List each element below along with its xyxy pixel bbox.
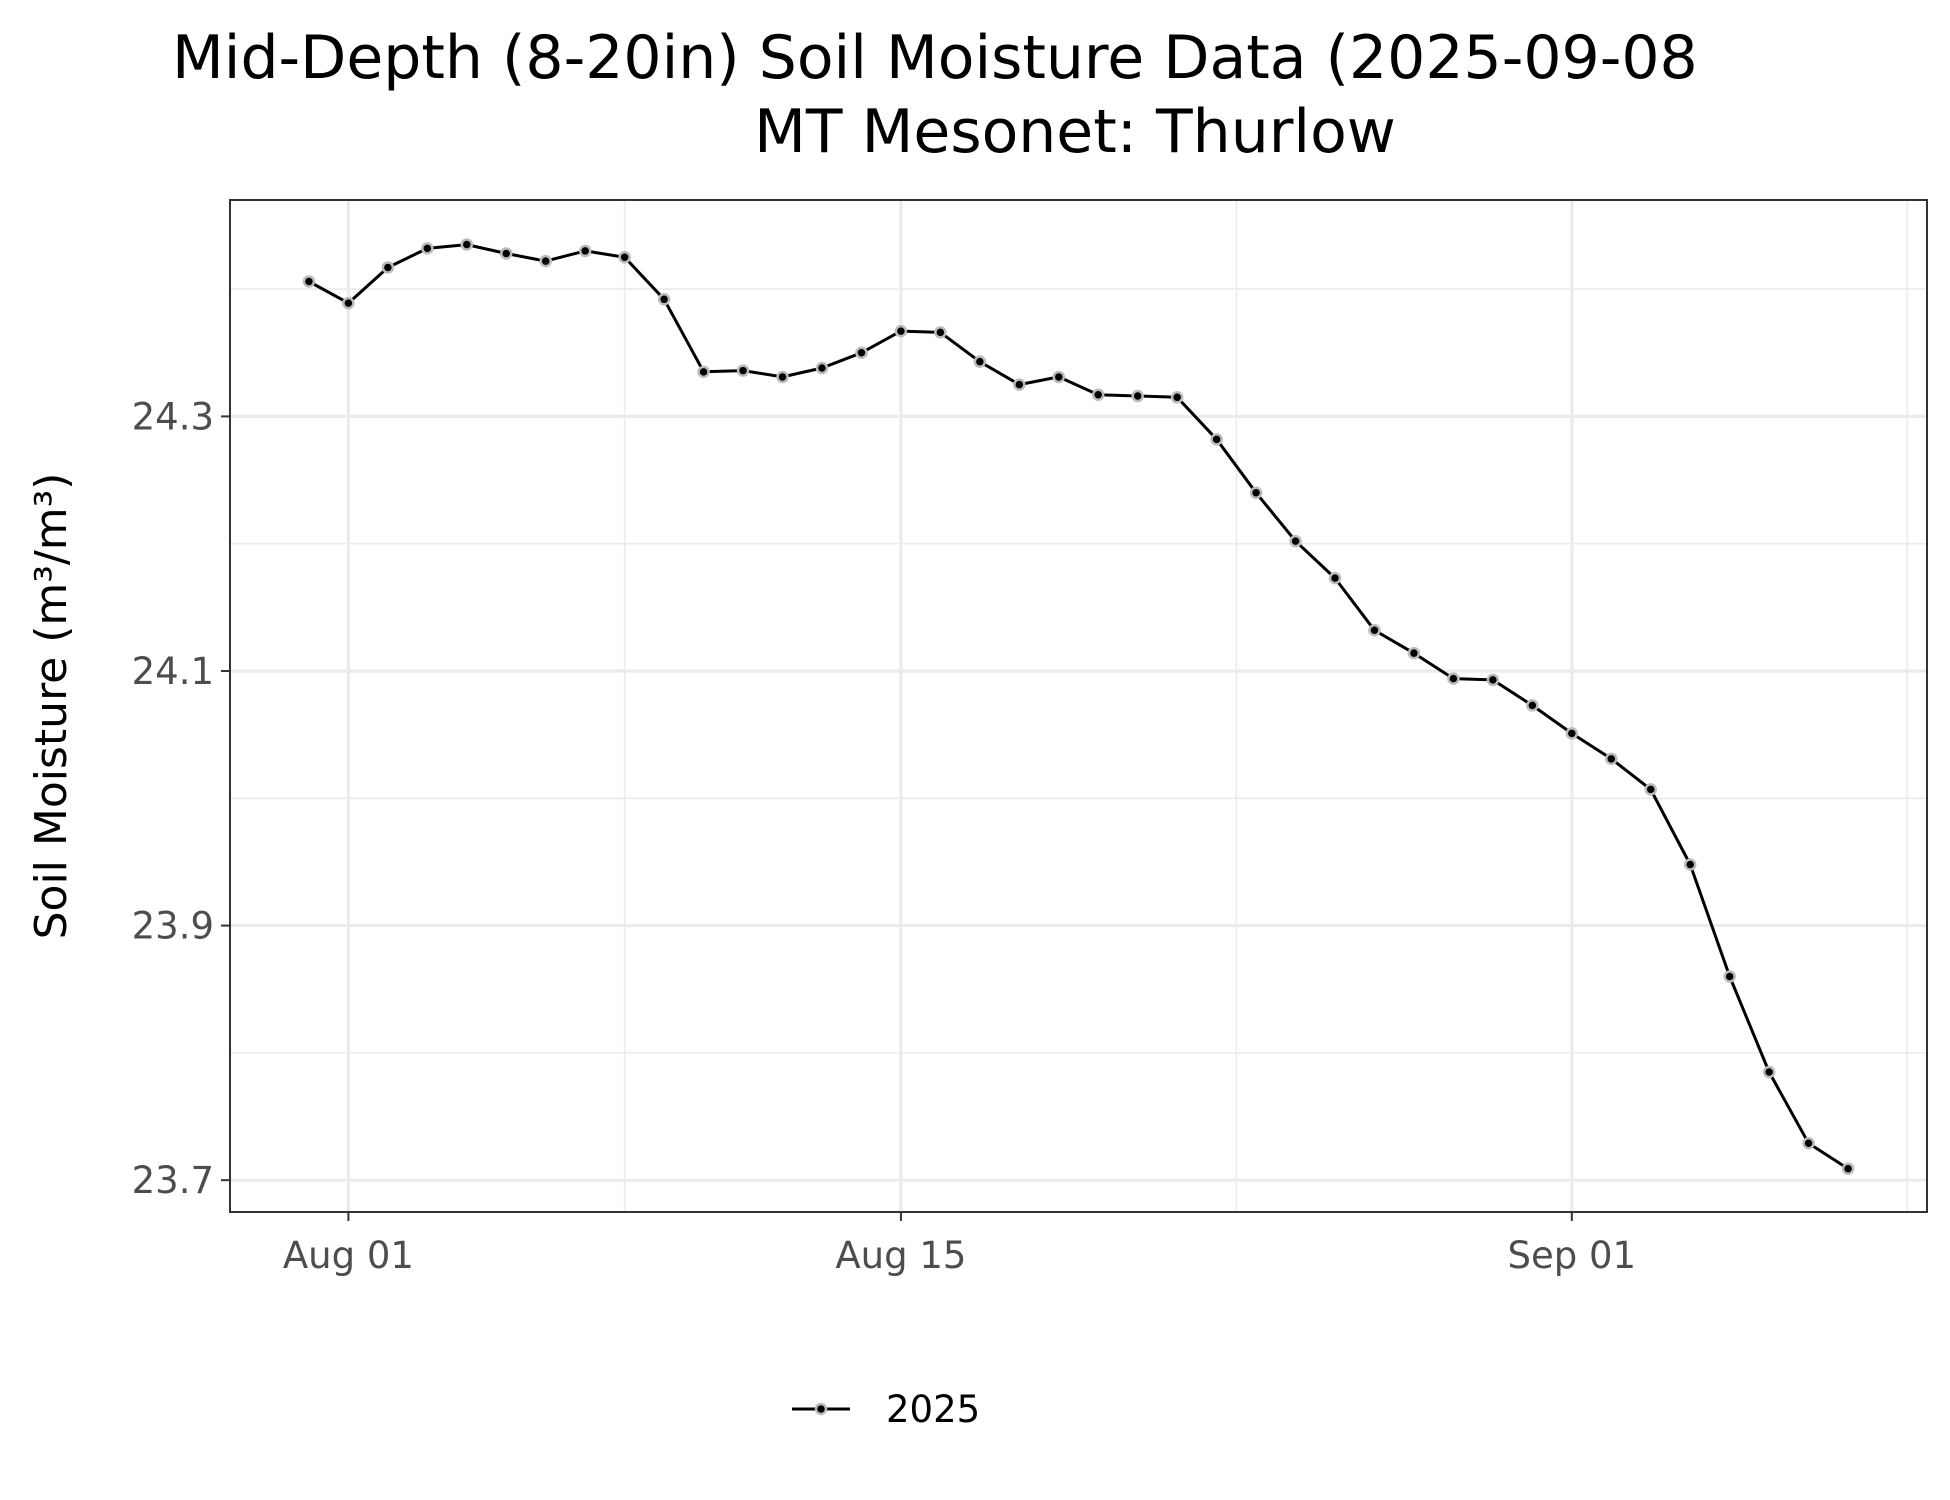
chart-title: Mid-Depth (8-20in) Soil Moisture Data (2… (172, 23, 1698, 93)
data-point (657, 293, 671, 306)
grid-major (230, 200, 1927, 1212)
data-point (1407, 646, 1421, 660)
data-point (776, 370, 789, 384)
data-point (697, 365, 710, 379)
y-axis: 23.7 23.9 24.1 24.3 (132, 395, 230, 1202)
data-point (1368, 624, 1381, 637)
legend: 2025 (792, 1388, 980, 1431)
y-tick-label: 23.9 (132, 905, 214, 948)
data-point (1328, 571, 1342, 585)
data-point (1289, 534, 1302, 548)
data-point (302, 275, 316, 288)
data-point (1644, 783, 1657, 796)
data-point (894, 324, 908, 338)
data-point (855, 346, 868, 360)
data-point (421, 242, 434, 255)
data-point (381, 261, 395, 274)
data-point (1486, 673, 1500, 687)
data-point (736, 364, 750, 377)
data-point (973, 355, 987, 368)
data-point (1565, 727, 1579, 740)
data-point (500, 247, 513, 260)
x-tick-label: Aug 01 (283, 1234, 414, 1277)
data-point (1802, 1137, 1815, 1150)
data-point (1013, 378, 1026, 391)
data-point (1170, 391, 1184, 404)
legend-key-point (814, 1402, 828, 1416)
y-tick-label: 24.3 (132, 395, 214, 438)
data-point (1762, 1065, 1776, 1079)
data-point (1683, 858, 1697, 871)
data-point (618, 251, 631, 264)
x-axis: Aug 01 Aug 15 Sep 01 (283, 1212, 1636, 1277)
chart-subtitle: MT Mesonet: Thurlow (754, 97, 1396, 167)
data-point (1131, 389, 1144, 403)
data-point (539, 254, 552, 268)
grid-minor (230, 200, 1927, 1212)
legend-label-2025: 2025 (886, 1388, 980, 1431)
x-tick-label: Sep 01 (1508, 1234, 1637, 1277)
series-layer (302, 238, 1855, 1175)
data-point (1526, 699, 1539, 712)
data-point (460, 238, 474, 251)
y-tick-label: 24.1 (132, 650, 214, 693)
data-point (1723, 970, 1736, 983)
plot-border (229, 199, 1928, 1213)
data-point (1841, 1162, 1855, 1175)
data-point (1210, 433, 1223, 446)
data-point (934, 326, 947, 339)
x-tick-label: Aug 15 (835, 1234, 966, 1277)
series-line-2025 (308, 243, 1849, 1170)
plot-panel (230, 200, 1927, 1212)
data-point (578, 244, 592, 258)
y-axis-title: Soil Moisture (m³/m³) (26, 473, 77, 940)
data-point (342, 296, 355, 310)
data-point (1091, 388, 1105, 402)
data-point (1605, 752, 1618, 766)
data-point (1052, 370, 1066, 384)
data-point (1447, 672, 1460, 685)
data-point (1249, 486, 1263, 500)
data-point (815, 361, 829, 375)
y-tick-label: 23.7 (132, 1159, 214, 1202)
